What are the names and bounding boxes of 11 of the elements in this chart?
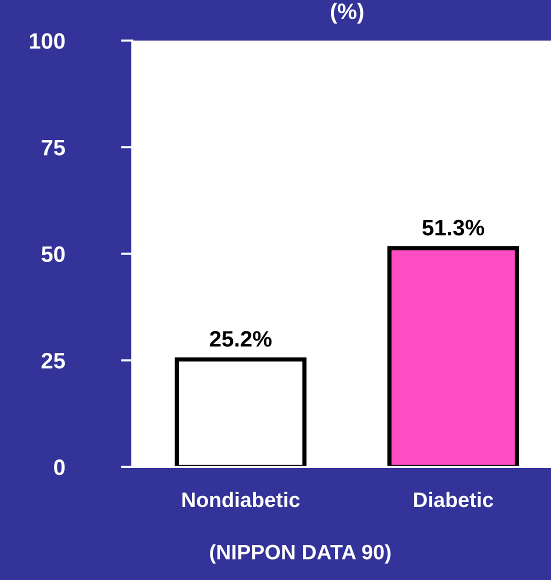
y-tick-label: 50 bbox=[42, 246, 65, 262]
x-tick-label: Diabetic bbox=[414, 492, 494, 508]
y-tick-label: 0 bbox=[54, 459, 65, 476]
y-tick-label: 25 bbox=[42, 352, 65, 369]
text: (NIPPON DATA 90) bbox=[210, 544, 391, 564]
y-tick-label: 100 bbox=[30, 33, 65, 49]
x-tick-label: Nondiabetic bbox=[182, 492, 300, 508]
data-label: 51.3% bbox=[422, 220, 484, 236]
y-axis-title: (%) bbox=[330, 2, 364, 24]
y-tick-label: 75 bbox=[42, 140, 65, 156]
data-label: 25.2% bbox=[210, 331, 272, 347]
